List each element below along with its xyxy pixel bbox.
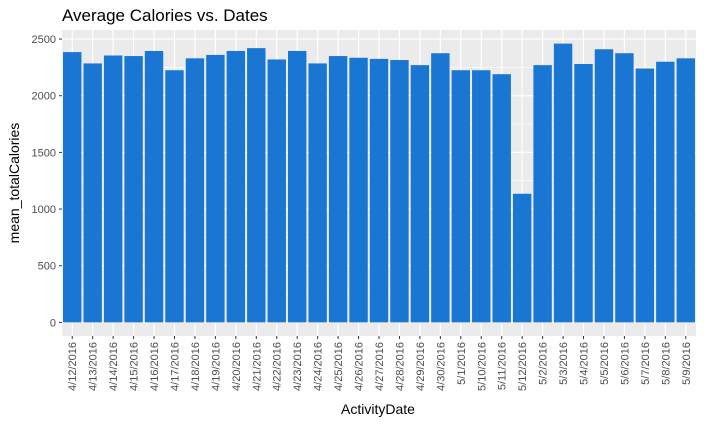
x-tick-label: 5/5/2016 (599, 342, 611, 385)
bar (83, 63, 102, 323)
bar (103, 55, 123, 323)
bar (553, 43, 573, 323)
bar (594, 49, 614, 323)
bar (247, 48, 266, 323)
bar (533, 65, 552, 323)
x-axis-title: ActivityDate (341, 401, 415, 417)
x-tick-label: 5/3/2016 (558, 342, 570, 385)
x-tick-label: 4/20/2016 (231, 342, 243, 391)
bar (63, 52, 82, 323)
bar (328, 56, 348, 323)
bar (656, 61, 675, 323)
x-tick-label: 4/22/2016 (272, 342, 284, 391)
x-tick-label: 5/12/2016 (517, 342, 529, 391)
y-axis: 0 500 1000 1500 2000 2500 (32, 34, 62, 329)
x-tick-label: 4/18/2016 (190, 342, 202, 391)
y-tick-label: 0 (50, 317, 56, 329)
bar (574, 64, 593, 323)
y-tick-label: 2500 (32, 34, 56, 46)
bar (287, 50, 307, 323)
y-tick-label: 1500 (32, 147, 56, 159)
x-tick-label: 5/7/2016 (640, 342, 652, 385)
x-axis: 4/12/2016 4/13/2016 4/14/2016 4/15/2016 4/16… (67, 336, 693, 391)
x-tick-label: 4/24/2016 (313, 342, 325, 391)
bar (492, 74, 511, 323)
x-tick-label: 4/21/2016 (251, 342, 263, 391)
x-tick-label: 5/6/2016 (619, 342, 631, 385)
x-tick-label: 5/4/2016 (579, 342, 591, 385)
x-tick-label: 4/13/2016 (88, 342, 100, 391)
x-tick-label: 4/30/2016 (435, 342, 447, 391)
bar (390, 60, 409, 323)
x-tick-label: 5/8/2016 (660, 342, 672, 385)
x-tick-label: 5/11/2016 (497, 342, 509, 390)
bar (676, 58, 695, 323)
bar (185, 58, 205, 323)
bar (431, 53, 450, 323)
x-tick-label: 4/19/2016 (210, 342, 222, 391)
x-tick-label: 4/16/2016 (149, 342, 161, 391)
y-tick-label: 2000 (32, 91, 56, 103)
bar (165, 70, 184, 323)
bar (226, 50, 246, 323)
x-tick-label: 5/9/2016 (681, 342, 693, 385)
bar (267, 59, 286, 323)
x-tick-label: 4/26/2016 (354, 342, 366, 391)
bar (451, 70, 471, 323)
bar (635, 68, 655, 323)
bar (144, 50, 164, 323)
x-tick-label: 4/12/2016 (67, 342, 79, 391)
bar (206, 54, 225, 323)
x-tick-label: 4/29/2016 (415, 342, 427, 391)
y-tick-label: 500 (38, 261, 56, 273)
x-tick-label: 4/25/2016 (333, 342, 345, 391)
x-tick-label: 4/23/2016 (292, 342, 304, 391)
y-axis-title: mean_totalCalories (6, 123, 22, 244)
x-tick-label: 4/15/2016 (129, 342, 141, 391)
bars (63, 43, 695, 323)
x-tick-label: 5/2/2016 (538, 342, 550, 385)
bar (369, 58, 389, 323)
bar (308, 63, 327, 323)
x-tick-label: 4/27/2016 (374, 342, 386, 391)
bar (512, 193, 532, 323)
bar (349, 57, 368, 323)
bar (410, 65, 430, 323)
chart-title: Average Calories vs. Dates (62, 6, 268, 25)
bar (124, 56, 143, 323)
y-tick-label: 1000 (32, 204, 56, 216)
x-tick-label: 4/17/2016 (169, 342, 181, 391)
x-tick-label: 4/28/2016 (394, 342, 406, 391)
x-tick-label: 5/1/2016 (456, 342, 468, 385)
x-tick-label: 4/14/2016 (108, 342, 120, 391)
x-tick-label: 5/10/2016 (476, 342, 488, 391)
bar (615, 53, 634, 323)
bar (472, 70, 491, 323)
